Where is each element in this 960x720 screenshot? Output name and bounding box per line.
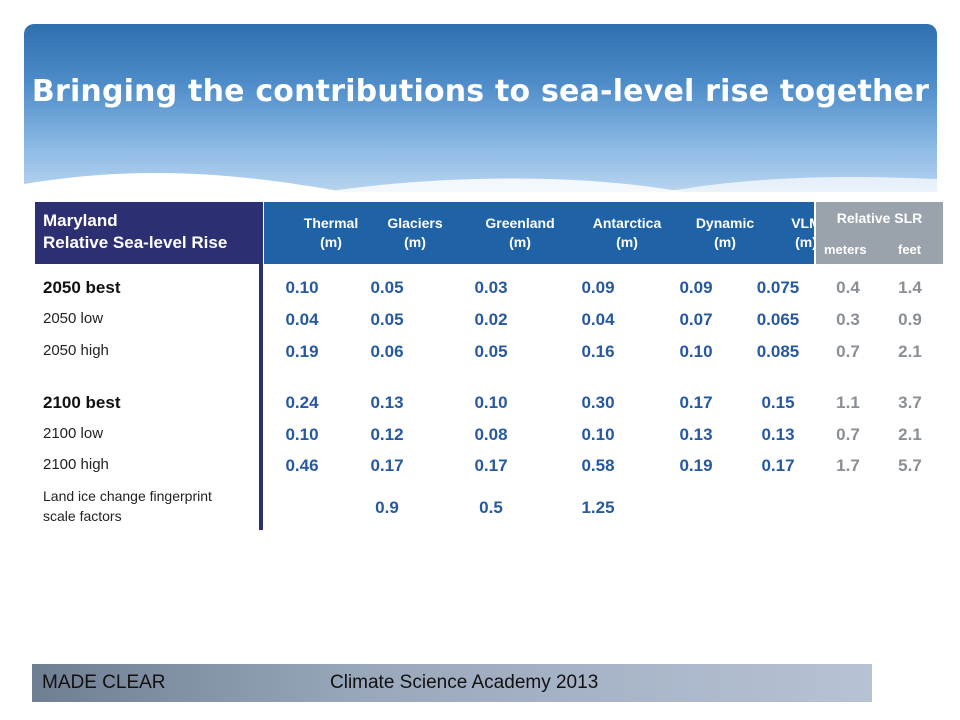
table-header-components: Thermal (m) Glaciers (m) Greenland (m) Anta…	[264, 202, 821, 264]
vlm-value: 0.13	[761, 425, 795, 444]
col-header-dynamic: Dynamic (m)	[695, 215, 755, 250]
glaciers-value: 0.17	[370, 456, 404, 475]
col-header-relative-slr: Relative SLR meters feet	[816, 202, 943, 264]
table-row: 2100 high 0.46 0.17 0.17 0.58 0.19 0.17 …	[35, 456, 943, 484]
meters-value: 0.7	[836, 425, 860, 444]
col-header-greenland: Greenland (m)	[485, 215, 555, 250]
thermal-value: 0.10	[285, 425, 319, 444]
dynamic-value: 0.19	[679, 456, 713, 475]
table-row: 2100 low 0.10 0.12 0.08 0.10 0.13 0.13 0…	[35, 425, 943, 453]
region-subtitle: Relative Sea-level Rise	[43, 233, 228, 252]
footer-center-text: Climate Science Academy 2013	[330, 672, 599, 693]
table-row: 2100 best 0.24 0.13 0.10 0.30 0.17 0.15 …	[35, 393, 943, 421]
greenland-value: 0.03	[474, 278, 508, 297]
dynamic-value: 0.07	[679, 310, 713, 329]
slide-header: Bringing the contributions to sea-level …	[24, 24, 937, 192]
table-row-fingerprint: Land ice change fingerprint scale factor…	[35, 486, 943, 530]
slide-footer: MADE CLEAR Climate Science Academy 2013	[32, 664, 872, 702]
vlm-value: 0.17	[761, 456, 795, 475]
row-label: 2100 high	[43, 456, 109, 473]
thermal-value: 0.24	[285, 393, 319, 412]
feet-value: 2.1	[898, 342, 922, 361]
col-header-glaciers: Glaciers (m)	[387, 215, 443, 250]
col-header-thermal: Thermal (m)	[303, 215, 359, 250]
antarctica-value: 0.30	[581, 393, 615, 412]
glaciers-value: 0.9	[375, 498, 399, 517]
meters-value: 1.1	[836, 393, 860, 412]
thermal-value: 0.19	[285, 342, 319, 361]
glaciers-value: 0.05	[370, 278, 404, 297]
feet-value: 0.9	[898, 310, 922, 329]
meters-value: 1.7	[836, 456, 860, 475]
row-label: 2100 low	[43, 425, 104, 442]
dynamic-value: 0.13	[679, 425, 713, 444]
antarctica-value: 1.25	[581, 498, 615, 517]
region-name: Maryland	[43, 211, 118, 230]
col-header-vlm: VLM (m)	[791, 215, 821, 250]
row-label: 2100 best	[43, 393, 121, 412]
feet-label: feet	[898, 242, 922, 257]
greenland-value: 0.08	[474, 425, 508, 444]
slide-title: Bringing the contributions to sea-level …	[31, 74, 930, 109]
greenland-value: 0.5	[479, 498, 503, 517]
row-label: 2050 high	[43, 342, 109, 359]
wave-decoration	[24, 172, 937, 192]
greenland-value: 0.05	[474, 342, 508, 361]
vlm-value: 0.075	[756, 278, 800, 297]
feet-value: 3.7	[898, 393, 922, 412]
slr-table: Maryland Relative Sea-level Rise Thermal…	[35, 202, 943, 532]
dynamic-value: 0.10	[679, 342, 713, 361]
antarctica-value: 0.58	[581, 456, 615, 475]
dynamic-value: 0.17	[679, 393, 713, 412]
antarctica-value: 0.10	[581, 425, 615, 444]
feet-value: 5.7	[898, 456, 922, 475]
antarctica-value: 0.16	[581, 342, 615, 361]
meters-label: meters	[824, 242, 867, 257]
dynamic-value: 0.09	[679, 278, 713, 297]
col-header-antarctica: Antarctica (m)	[592, 215, 662, 250]
glaciers-value: 0.05	[370, 310, 404, 329]
row-label: 2050 low	[43, 310, 104, 327]
meters-value: 0.4	[836, 278, 860, 297]
thermal-value: 0.04	[285, 310, 319, 329]
table-row: 2050 best 0.10 0.05 0.03 0.09 0.09 0.075…	[35, 278, 943, 306]
relative-slr-label: Relative SLR	[836, 210, 923, 226]
feet-value: 1.4	[898, 278, 922, 297]
vlm-value: 0.085	[756, 342, 800, 361]
glaciers-value: 0.06	[370, 342, 404, 361]
row-label: 2050 best	[43, 278, 121, 297]
greenland-value: 0.10	[474, 393, 508, 412]
thermal-value: 0.46	[285, 456, 319, 475]
table-divider	[259, 202, 263, 530]
feet-value: 2.1	[898, 425, 922, 444]
glaciers-value: 0.12	[370, 425, 404, 444]
footer-left-text: MADE CLEAR	[42, 672, 166, 693]
greenland-value: 0.02	[474, 310, 508, 329]
antarctica-value: 0.04	[581, 310, 615, 329]
meters-value: 0.3	[836, 310, 860, 329]
greenland-value: 0.17	[474, 456, 508, 475]
glaciers-value: 0.13	[370, 393, 404, 412]
row-label: Land ice change fingerprint scale factor…	[43, 488, 212, 524]
meters-value: 0.7	[836, 342, 860, 361]
table-header-region: Maryland Relative Sea-level Rise	[35, 202, 259, 264]
vlm-value: 0.15	[761, 393, 795, 412]
table-row: 2050 high 0.19 0.06 0.05 0.16 0.10 0.085…	[35, 342, 943, 370]
vlm-value: 0.065	[756, 310, 800, 329]
thermal-value: 0.10	[285, 278, 319, 297]
table-row: 2050 low 0.04 0.05 0.02 0.04 0.07 0.065 …	[35, 310, 943, 338]
antarctica-value: 0.09	[581, 278, 615, 297]
